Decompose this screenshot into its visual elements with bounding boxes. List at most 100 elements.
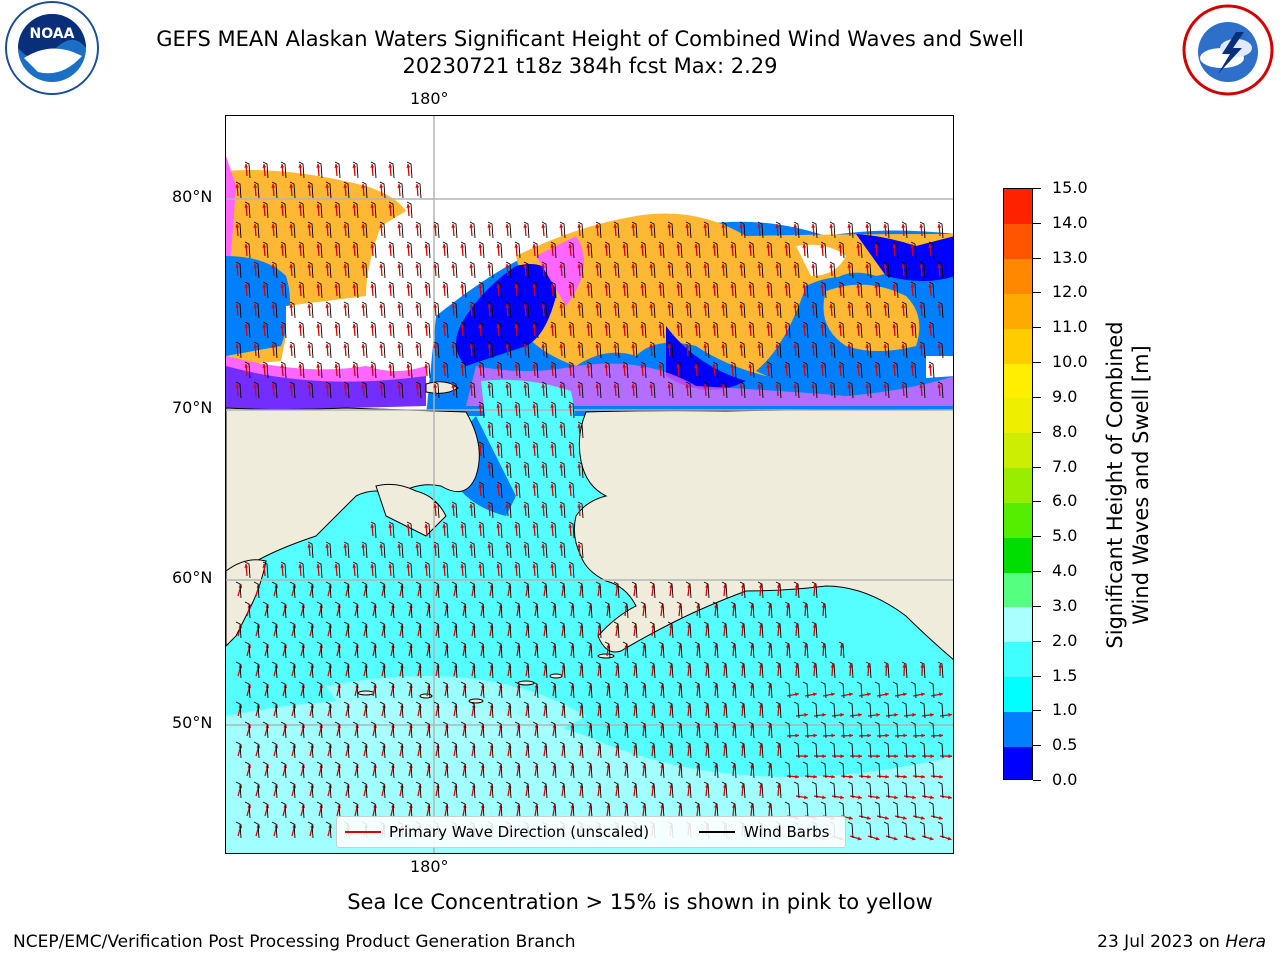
wave-direction-arrowhead [262, 564, 267, 568]
wind-barb [937, 381, 944, 399]
wind-barb [424, 361, 431, 379]
wind-barb [892, 281, 899, 299]
wind-barb [937, 341, 944, 359]
wave-direction-arrowhead [894, 713, 898, 717]
wave-direction-arrowhead [595, 264, 600, 268]
wave-direction-arrowhead [804, 754, 808, 759]
wind-barb [694, 281, 701, 299]
wind-barb [865, 221, 872, 239]
wave-direction-arrowhead [802, 324, 807, 328]
wind-barb [451, 701, 458, 719]
wind-barb [406, 161, 413, 179]
wind-barb [298, 201, 305, 219]
wind-barb [703, 741, 710, 759]
wind-barb [784, 321, 791, 339]
wind-barb [478, 641, 485, 659]
wave-direction-arrowhead [388, 564, 393, 568]
wind-barb [658, 641, 665, 659]
wave-direction-arrowhead [822, 713, 826, 717]
wave-direction-arrowhead [253, 224, 258, 228]
wind-barb [541, 741, 548, 759]
wind-barb [460, 281, 467, 299]
wave-direction-arrowhead [930, 795, 934, 800]
wind-barb [604, 321, 611, 339]
wave-direction-arrowhead [478, 524, 483, 528]
wave-direction-arrowhead [388, 244, 393, 248]
wind-barb [757, 741, 764, 759]
no-data-east [796, 244, 846, 276]
wave-direction-arrowhead [631, 344, 636, 348]
wind-barb [604, 721, 611, 739]
wind-barb [379, 621, 386, 639]
wind-barb [325, 781, 332, 799]
wave-direction-arrowhead [460, 524, 465, 528]
wave-direction-arrowhead [442, 244, 447, 248]
colorbar-tick [1033, 466, 1041, 468]
colorbar-segment [1004, 363, 1032, 399]
wave-direction-arrowhead [325, 544, 330, 548]
wave-direction-arrowhead [433, 384, 438, 388]
colorbar-tick [1033, 222, 1041, 224]
wave-direction-arrowhead [939, 733, 943, 738]
wind-barb [847, 301, 854, 319]
wave-direction-arrowhead [730, 244, 735, 248]
wave-direction-arrowhead [712, 364, 717, 368]
wind-barb [847, 381, 854, 399]
wind-barb [703, 621, 710, 639]
wind-barb [802, 801, 809, 819]
wind-barb [514, 361, 521, 379]
wave-direction-arrowhead [478, 284, 483, 288]
wind-barb [550, 281, 557, 299]
wind-barb [487, 501, 494, 519]
wind-barb [901, 781, 908, 799]
wind-barb [523, 541, 530, 559]
wind-barb [379, 541, 386, 559]
wave-direction-arrowhead [766, 324, 771, 328]
wind-barb [550, 801, 557, 819]
wave-direction-arrowhead [415, 384, 420, 388]
wind-barb [928, 281, 935, 299]
wind-barb [523, 621, 530, 639]
wind-barb [379, 221, 386, 239]
wind-barb [505, 621, 512, 639]
wave-direction-arrowhead [460, 364, 465, 368]
wave-direction-arrowhead [829, 224, 834, 228]
wind-barb [847, 821, 854, 839]
wind-barb [253, 661, 260, 679]
wave-direction-arrowhead [912, 713, 916, 717]
wind-barb [469, 221, 476, 239]
wind-barb [847, 741, 854, 759]
wind-barb [838, 281, 845, 299]
wave-direction-arrowhead [820, 364, 825, 368]
wave-direction-arrowhead [334, 204, 339, 208]
wind-barb [604, 361, 611, 379]
wave-direction-arrowhead [487, 304, 492, 308]
wave-direction-arrowhead [388, 364, 393, 368]
wave-direction-arrowhead [577, 344, 582, 348]
wind-barb [244, 321, 251, 339]
wind-barb [325, 821, 332, 839]
wind-barb [487, 221, 494, 239]
wave-direction-arrowhead [874, 324, 879, 328]
wind-barb [280, 601, 287, 619]
wind-barb [397, 781, 404, 799]
wind-barb [559, 501, 566, 519]
wind-barb [937, 821, 944, 839]
wind-barb [820, 241, 827, 259]
wind-barb [415, 381, 422, 399]
wind-barb [631, 781, 638, 799]
wave-direction-arrowhead [523, 384, 528, 388]
wave-direction-arrowhead [867, 774, 871, 779]
wave-direction-arrowhead [568, 244, 573, 248]
wind-barb [505, 741, 512, 759]
wind-barb [253, 261, 260, 279]
wave-direction-arrowhead [433, 304, 438, 308]
open-water-central [456, 264, 556, 366]
wind-barb [568, 361, 575, 379]
wind-barb [865, 301, 872, 319]
wave-direction-arrowhead [812, 624, 817, 628]
colorbar-tick-label: 15.0 [1052, 178, 1088, 197]
wave-direction-arrowhead [694, 364, 699, 368]
wind-barb [244, 601, 251, 619]
wave-direction-arrowhead [595, 384, 600, 388]
